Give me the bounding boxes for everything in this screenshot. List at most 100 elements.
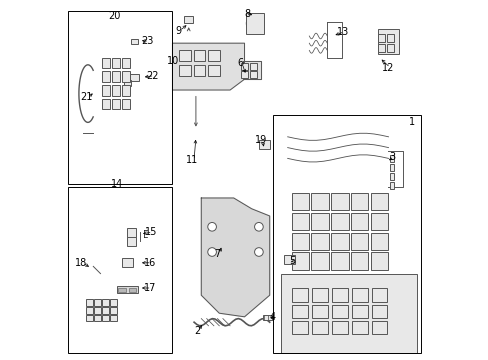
Text: 20: 20 [108, 11, 120, 21]
Bar [331, 305, 347, 318]
Bar [184, 16, 193, 23]
Text: 21: 21 [80, 92, 92, 102]
Text: 23: 23 [141, 36, 153, 46]
Text: 22: 22 [146, 71, 159, 81]
Bar [311, 193, 328, 210]
Text: 11: 11 [186, 155, 198, 165]
Bar [331, 321, 347, 334]
Bar [102, 99, 110, 109]
Bar [389, 182, 393, 189]
Bar [311, 252, 328, 270]
Bar [126, 237, 135, 246]
Circle shape [207, 222, 216, 231]
Bar [86, 307, 93, 314]
Bar [389, 155, 393, 162]
Bar [389, 164, 393, 171]
Bar [370, 213, 387, 230]
Polygon shape [201, 198, 269, 317]
Bar [94, 315, 101, 321]
Bar [86, 315, 93, 321]
Bar [292, 321, 307, 334]
Bar [241, 71, 247, 78]
Bar [351, 321, 367, 334]
Bar [263, 315, 272, 320]
Bar [207, 50, 220, 61]
Bar [291, 213, 308, 230]
Bar [179, 65, 191, 76]
Bar [110, 307, 117, 314]
Bar [331, 288, 347, 302]
Bar [386, 44, 393, 52]
Bar [330, 233, 348, 250]
Bar [350, 252, 367, 270]
Bar [111, 71, 120, 82]
Bar [102, 315, 108, 321]
Bar [351, 305, 367, 318]
Bar [110, 299, 117, 306]
Polygon shape [242, 61, 260, 79]
Bar [193, 65, 205, 76]
Bar [102, 71, 110, 82]
Bar [371, 288, 386, 302]
Text: 17: 17 [143, 283, 156, 293]
Bar [122, 71, 130, 82]
Bar [311, 321, 327, 334]
Circle shape [254, 222, 263, 231]
Bar [102, 58, 110, 68]
Bar [129, 288, 136, 292]
Bar [86, 299, 93, 306]
Bar [292, 288, 307, 302]
Bar [291, 193, 308, 210]
Bar [117, 286, 138, 293]
Bar [111, 58, 120, 68]
Bar [123, 80, 131, 85]
Bar [330, 193, 348, 210]
Bar [246, 13, 264, 34]
Bar [193, 50, 205, 61]
Bar [370, 252, 387, 270]
Bar [130, 74, 139, 81]
Bar [280, 274, 416, 353]
Text: 19: 19 [254, 135, 266, 145]
Bar [377, 29, 399, 54]
Bar [249, 71, 257, 78]
Bar [371, 305, 386, 318]
Bar [207, 65, 220, 76]
Text: 6: 6 [237, 58, 243, 68]
Bar [330, 213, 348, 230]
Bar [370, 193, 387, 210]
Bar [241, 63, 247, 70]
Bar [131, 39, 138, 44]
Text: 13: 13 [336, 27, 348, 37]
Bar [292, 305, 307, 318]
Bar [111, 85, 120, 96]
Bar [126, 228, 135, 237]
Bar [94, 307, 101, 314]
Text: 1: 1 [408, 117, 414, 127]
Text: 3: 3 [388, 152, 394, 162]
Text: 18: 18 [75, 258, 87, 268]
Circle shape [254, 248, 263, 256]
Bar [118, 288, 125, 292]
Text: 16: 16 [143, 258, 156, 268]
Bar [122, 58, 130, 68]
Bar [377, 34, 384, 42]
Bar [389, 173, 393, 180]
Bar [330, 252, 348, 270]
Bar [350, 193, 367, 210]
Bar [68, 11, 172, 184]
Bar [284, 255, 294, 264]
Bar [291, 233, 308, 250]
Bar [179, 50, 191, 61]
Text: 9: 9 [175, 26, 181, 36]
Text: 8: 8 [244, 9, 250, 19]
Bar [249, 63, 257, 70]
Bar [122, 258, 133, 267]
Bar [258, 140, 269, 149]
Circle shape [207, 248, 216, 256]
Text: 14: 14 [111, 179, 123, 189]
Text: 4: 4 [269, 312, 275, 322]
Bar [122, 85, 130, 96]
Bar [291, 252, 308, 270]
Bar [110, 315, 117, 321]
